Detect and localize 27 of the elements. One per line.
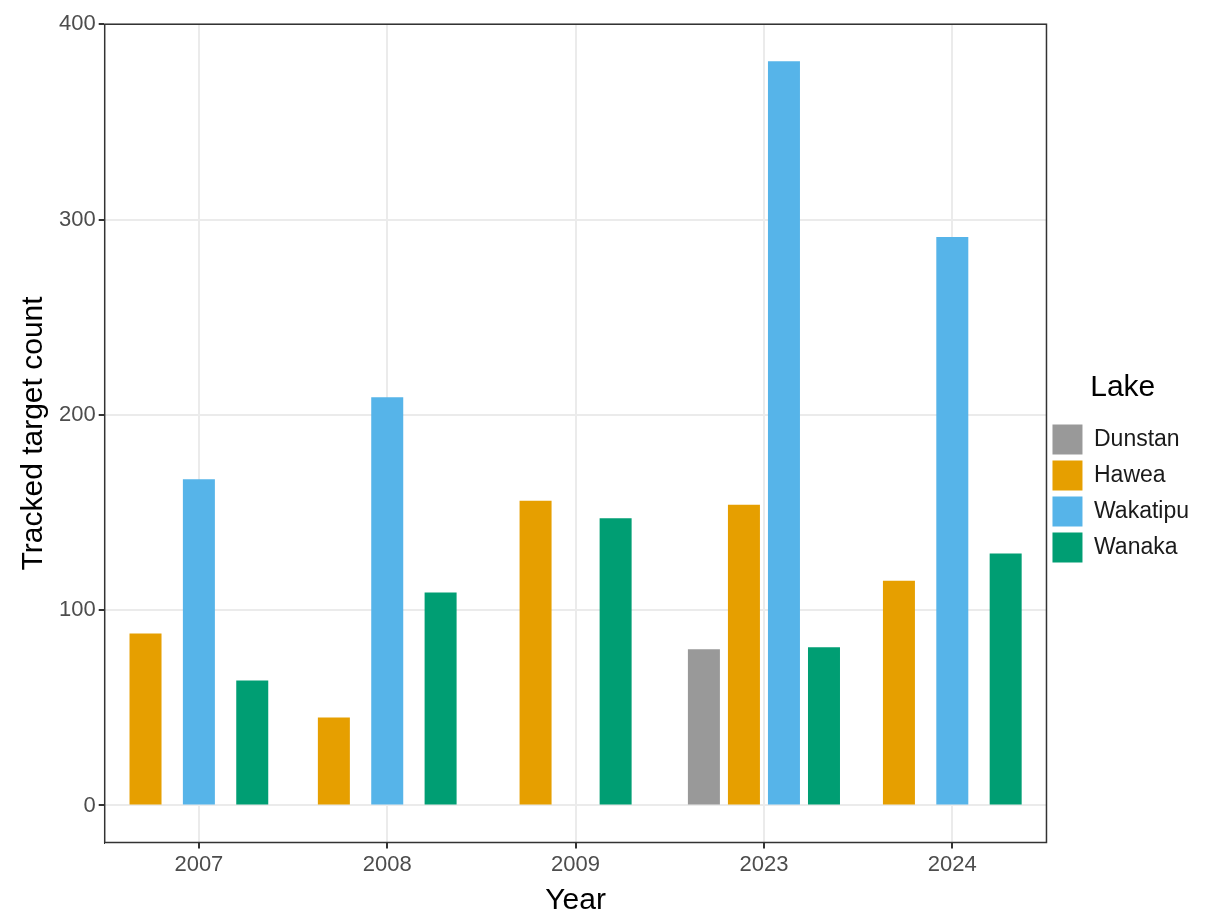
bar xyxy=(236,680,269,805)
legend-label: Wakatipu xyxy=(1093,496,1190,523)
x-tick-label: 2023 xyxy=(739,850,789,876)
y-tick-label: 100 xyxy=(58,596,96,622)
y-tick-label: 400 xyxy=(58,10,96,36)
bar xyxy=(182,479,215,805)
bar xyxy=(371,397,404,805)
bar xyxy=(882,580,915,805)
legend-label: Wanaka xyxy=(1093,532,1178,559)
legend-title: Lake xyxy=(1090,368,1156,402)
legend-label: Dunstan xyxy=(1093,424,1180,451)
y-tick-label: 200 xyxy=(58,400,96,426)
bar xyxy=(687,649,720,805)
x-tick-label: 2007 xyxy=(174,850,224,876)
x-tick-label: 2009 xyxy=(551,850,601,876)
legend-label: Hawea xyxy=(1093,460,1166,487)
bar xyxy=(129,633,162,805)
y-axis-title: Tracked target count xyxy=(15,295,49,571)
x-tick-label: 2008 xyxy=(362,850,412,876)
x-axis-title: Year xyxy=(545,882,606,915)
bar xyxy=(317,717,350,805)
bar xyxy=(424,592,457,805)
y-tick-label: 300 xyxy=(58,205,96,231)
bar xyxy=(989,553,1022,805)
y-tick-label: 0 xyxy=(83,791,96,817)
bar xyxy=(936,237,969,805)
x-tick-label: 2024 xyxy=(927,850,977,876)
